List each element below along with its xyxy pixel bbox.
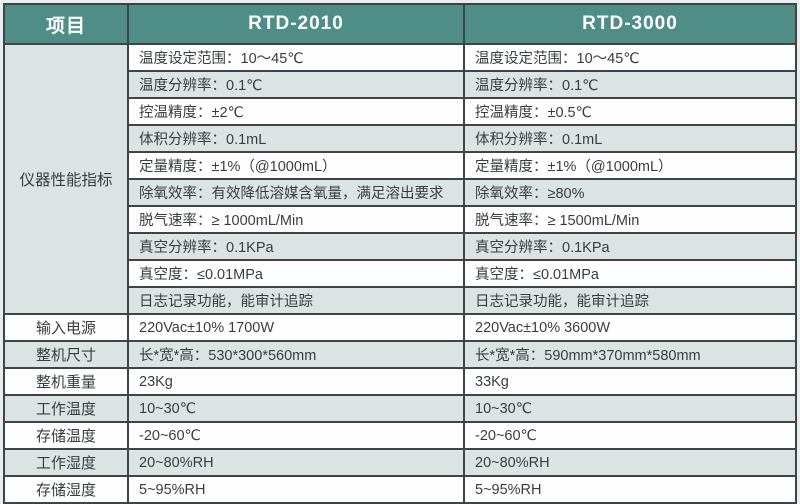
cell-rtd2010-deoxygen-efficiency: 除氧效率：有效降低溶媒含氧量，满足溶出要求	[127, 178, 465, 207]
row-label-input-power: 输入电源	[3, 313, 129, 342]
table-row: 整机尺寸 长*宽*高：530*300*560mm 长*宽*高：590mm*370…	[3, 340, 797, 369]
row-label-operating-temp: 工作温度	[3, 394, 129, 423]
table-row: 脱气速率：≥ 1000mL/Min 脱气速率：≥ 1500mL/Min	[4, 205, 797, 234]
page: 项目 RTD-2010 RTD-3000 仪器性能指标 温度设定范围：10～45…	[3, 3, 797, 504]
cell-rtd3000-vacuum-degree: 真空度：≤0.01MPa	[463, 259, 797, 288]
cell-rtd3000-temp-range: 温度设定范围：10～45℃	[463, 43, 797, 72]
table-row: 定量精度：±1%（@1000mL） 定量精度：±1%（@1000mL）	[4, 151, 797, 180]
table-row: 输入电源 220Vac±10% 1700W 220Vac±10% 3600W	[3, 313, 797, 342]
row-label-storage-humidity: 存储湿度	[3, 475, 129, 504]
cell-rtd3000-storage-humidity: 5~95%RH	[463, 475, 797, 504]
cell-rtd2010-temp-accuracy: 控温精度：±2℃	[127, 97, 465, 126]
cell-rtd2010-degas-rate: 脱气速率：≥ 1000mL/Min	[127, 205, 465, 234]
cell-rtd2010-dosing-accuracy: 定量精度：±1%（@1000mL）	[127, 151, 465, 180]
row-label-operating-humidity: 工作湿度	[3, 448, 129, 477]
cell-rtd3000-degas-rate: 脱气速率：≥ 1500mL/Min	[463, 205, 797, 234]
cell-rtd3000-operating-humidity: 20~80%RH	[463, 448, 797, 477]
cell-rtd2010-input-power: 220Vac±10% 1700W	[127, 313, 465, 342]
cell-rtd2010-operating-temp: 10~30℃	[127, 394, 465, 423]
cell-rtd2010-operating-humidity: 20~80%RH	[127, 448, 465, 477]
header-cell-item: 项目	[3, 3, 129, 45]
row-label-storage-temp: 存储温度	[3, 421, 129, 450]
cell-rtd3000-dimensions: 长*宽*高：590mm*370mm*580mm	[463, 340, 797, 369]
cell-rtd3000-vacuum-resolution: 真空分辨率：0.1KPa	[463, 232, 797, 261]
cell-rtd3000-deoxygen-efficiency: 除氧效率：≥80%	[463, 178, 797, 207]
table-row: 仪器性能指标 温度设定范围：10～45℃ 温度设定范围：10～45℃	[3, 43, 797, 315]
row-label-dimensions: 整机尺寸	[3, 340, 129, 369]
cell-rtd2010-temp-resolution: 温度分辨率：0.1℃	[127, 70, 465, 99]
cell-rtd2010-storage-humidity: 5~95%RH	[127, 475, 465, 504]
cell-rtd3000-temp-resolution: 温度分辨率：0.1℃	[463, 70, 797, 99]
cell-rtd3000-dosing-accuracy: 定量精度：±1%（@1000mL）	[463, 151, 797, 180]
table-row: 控温精度：±2℃ 控温精度：±0.5℃	[4, 97, 797, 126]
table-row: 存储温度 -20~60℃ -20~60℃	[3, 421, 797, 450]
cell-rtd3000-temp-accuracy: 控温精度：±0.5℃	[463, 97, 797, 126]
cell-rtd3000-input-power: 220Vac±10% 3600W	[463, 313, 797, 342]
cell-rtd3000-storage-temp: -20~60℃	[463, 421, 797, 450]
table-row: 温度分辨率：0.1℃ 温度分辨率：0.1℃	[4, 70, 797, 99]
cell-rtd3000-operating-temp: 10~30℃	[463, 394, 797, 423]
table-row: 整机重量 23Kg 33Kg	[3, 367, 797, 396]
cell-rtd3000-audit-log: 日志记录功能，能审计追踪	[463, 286, 797, 315]
table-row: 存储湿度 5~95%RH 5~95%RH	[3, 475, 797, 504]
row-label-weight: 整机重量	[3, 367, 129, 396]
cell-rtd2010-volume-resolution: 体积分辨率：0.1mL	[127, 124, 465, 153]
cell-rtd2010-vacuum-resolution: 真空分辨率：0.1KPa	[127, 232, 465, 261]
table-row: 工作温度 10~30℃ 10~30℃	[3, 394, 797, 423]
cell-rtd3000-weight: 33Kg	[463, 367, 797, 396]
table-row: 体积分辨率：0.1mL 体积分辨率：0.1mL	[4, 124, 797, 153]
header-cell-model-rtd2010: RTD-2010	[127, 3, 465, 45]
header-cell-model-rtd3000: RTD-3000	[463, 3, 797, 45]
cell-rtd2010-audit-log: 日志记录功能，能审计追踪	[127, 286, 465, 315]
table-row: 日志记录功能，能审计追踪 日志记录功能，能审计追踪	[4, 286, 797, 315]
product-spec-table: 项目 RTD-2010 RTD-3000 仪器性能指标 温度设定范围：10～45…	[3, 3, 797, 504]
cell-rtd2010-temp-range: 温度设定范围：10～45℃	[127, 43, 465, 72]
row-group-label-performance: 仪器性能指标	[3, 43, 129, 315]
header-row: 项目 RTD-2010 RTD-3000	[3, 3, 797, 45]
table-row: 真空分辨率：0.1KPa 真空分辨率：0.1KPa	[4, 232, 797, 261]
cell-rtd3000-volume-resolution: 体积分辨率：0.1mL	[463, 124, 797, 153]
table-row: 真空度：≤0.01MPa 真空度：≤0.01MPa	[4, 259, 797, 288]
table-row: 工作湿度 20~80%RH 20~80%RH	[3, 448, 797, 477]
cell-rtd2010-vacuum-degree: 真空度：≤0.01MPa	[127, 259, 465, 288]
table-row: 除氧效率：有效降低溶媒含氧量，满足溶出要求 除氧效率：≥80%	[4, 178, 797, 207]
cell-rtd2010-weight: 23Kg	[127, 367, 465, 396]
cell-rtd2010-dimensions: 长*宽*高：530*300*560mm	[127, 340, 465, 369]
cell-rtd2010-storage-temp: -20~60℃	[127, 421, 465, 450]
